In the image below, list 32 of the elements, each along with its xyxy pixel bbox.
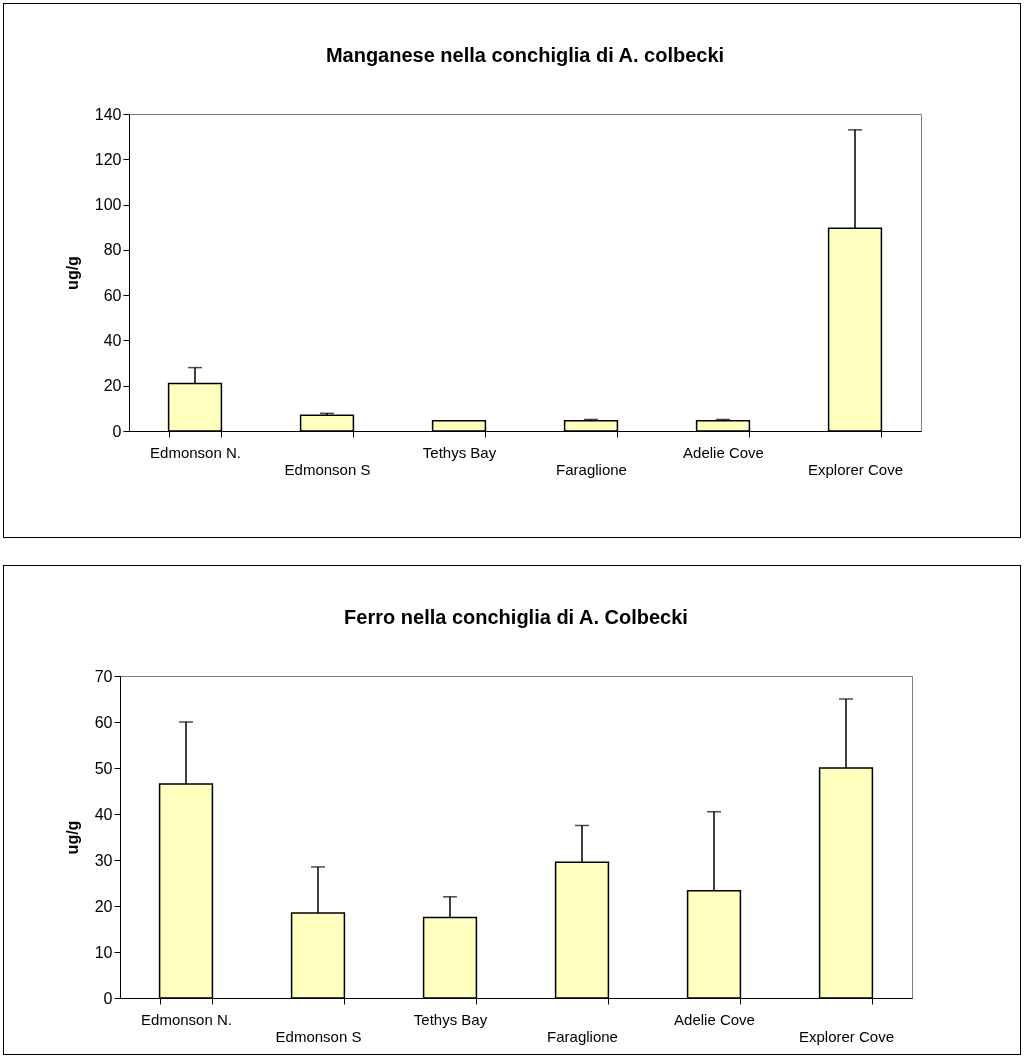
chart-title: Ferro nella conchiglia di A. Colbecki — [344, 606, 688, 628]
y-tick-label: 40 — [94, 805, 113, 823]
y-tick-label: 0 — [112, 422, 122, 440]
y-tick-label: 30 — [94, 851, 113, 869]
x-tick-label: Edmonson N. — [141, 1010, 232, 1028]
y-tick-label: 120 — [94, 150, 122, 168]
x-tick-label: Tethys Bay — [413, 1010, 488, 1028]
y-tick-label: 20 — [103, 377, 122, 395]
x-tick-label: Faraglione — [556, 460, 627, 478]
y-tick-label: 60 — [103, 286, 122, 304]
x-tick-label: Edmonson S — [275, 1027, 362, 1045]
y-tick-label: 100 — [94, 196, 122, 214]
y-tick-label: 20 — [94, 897, 113, 915]
x-tick-label: Tethys Bay — [422, 443, 497, 461]
y-tick-label: 0 — [103, 989, 113, 1007]
x-tick-label: Adelie Cove — [674, 1010, 755, 1028]
y-axis-title: ug/g — [63, 820, 81, 855]
y-tick-label: 10 — [94, 943, 113, 961]
y-tick-label: 80 — [103, 241, 122, 259]
x-tick-label: Edmonson N. — [150, 443, 241, 461]
y-tick-label: 50 — [94, 759, 113, 777]
x-tick-label: Adelie Cove — [683, 443, 764, 461]
y-tick-label: 70 — [94, 667, 113, 685]
x-tick-label: Explorer Cove — [798, 1027, 895, 1045]
y-tick-label: 140 — [94, 105, 122, 123]
y-tick-label: 40 — [103, 331, 122, 349]
x-tick-label: Explorer Cove — [807, 460, 904, 478]
y-tick-label: 60 — [94, 713, 113, 731]
x-tick-label: Faraglione — [547, 1027, 618, 1045]
chart-title: Manganese nella conchiglia di A. colbecki — [325, 44, 725, 66]
y-axis-title: ug/g — [63, 256, 81, 290]
x-tick-label: Edmonson S — [284, 460, 371, 478]
